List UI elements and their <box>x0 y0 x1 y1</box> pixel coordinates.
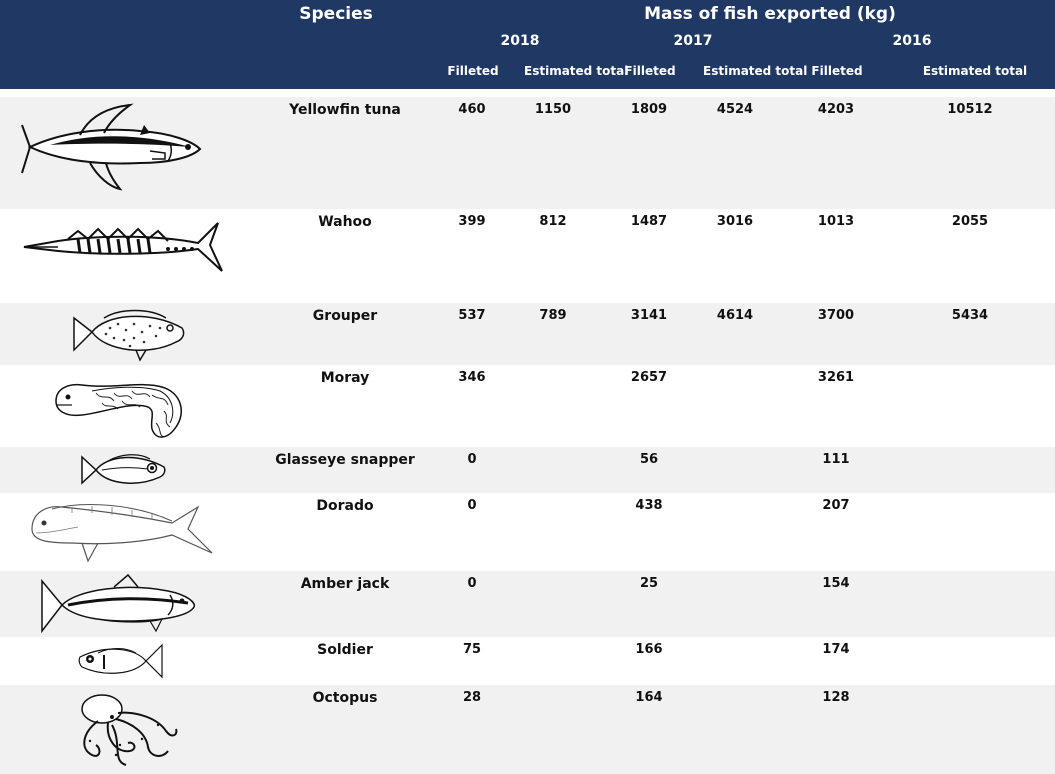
filleted-2017-value: 1487 <box>630 214 668 229</box>
soldier-icon <box>74 641 166 681</box>
filleted-2017-header: Filleted <box>624 64 676 78</box>
yellowfin-tuna-icon <box>20 103 210 195</box>
estimated-2018-header: Estimated total <box>524 64 629 78</box>
species-name: Octopus <box>312 690 378 706</box>
filleted-2016-header: Filleted <box>811 64 863 78</box>
filleted-2016-value: 154 <box>822 576 850 591</box>
filleted-2016-value: 207 <box>822 498 850 513</box>
filleted-2018-value: 537 <box>458 308 486 323</box>
filleted-2018-value: 0 <box>467 452 477 467</box>
filleted-2017-value: 164 <box>635 690 663 705</box>
estimated-2017-value: 3016 <box>716 214 754 229</box>
species-name: Soldier <box>317 642 373 658</box>
filleted-2018-value: 28 <box>462 690 482 705</box>
table-row: Amber jack 0 25 154 <box>0 571 1055 637</box>
table-header: Species Mass of fish exported (kg) 2018 … <box>0 0 1055 89</box>
filleted-2018-value: 346 <box>458 370 486 385</box>
filleted-2018-value: 399 <box>458 214 486 229</box>
filleted-2016-value: 3261 <box>817 370 855 385</box>
species-name: Glasseye snapper <box>275 452 415 468</box>
species-name: Wahoo <box>318 214 372 230</box>
species-name: Dorado <box>316 498 374 514</box>
octopus-icon <box>72 689 182 769</box>
species-name: Amber jack <box>300 576 390 592</box>
filleted-2017-value: 166 <box>635 642 663 657</box>
glasseye-snapper-icon <box>78 451 170 489</box>
filleted-2018-value: 0 <box>467 576 477 591</box>
table-row: Yellowfin tuna 460 1150 1809 4524 4203 1… <box>0 97 1055 209</box>
amber-jack-icon <box>38 573 198 637</box>
estimated-2016-value: 5434 <box>951 308 989 323</box>
estimated-2016-header: Estimated total <box>922 64 1028 78</box>
filleted-2017-value: 2657 <box>630 370 668 385</box>
estimated-2018-value: 1150 <box>534 102 572 117</box>
table-row: Dorado 0 438 207 <box>0 493 1055 571</box>
estimated-2018-value: 789 <box>539 308 567 323</box>
species-name: Moray <box>320 370 370 386</box>
estimated-2017-value: 4524 <box>716 102 754 117</box>
filleted-2016-value: 174 <box>822 642 850 657</box>
species-name: Grouper <box>312 308 378 324</box>
table-row: Soldier 75 166 174 <box>0 637 1055 685</box>
filleted-2017-value: 25 <box>639 576 659 591</box>
estimated-2017-value: 4614 <box>716 308 754 323</box>
species-header: Species <box>299 4 373 24</box>
filleted-2016-value: 4203 <box>817 102 855 117</box>
wahoo-icon <box>18 215 228 275</box>
table-row: Glasseye snapper 0 56 111 <box>0 447 1055 493</box>
estimated-2018-value: 812 <box>539 214 567 229</box>
filleted-2018-header: Filleted <box>447 64 499 78</box>
grouper-icon <box>70 306 190 362</box>
filleted-2016-value: 128 <box>822 690 850 705</box>
filleted-2016-value: 111 <box>822 452 850 467</box>
filleted-2016-value: 3700 <box>817 308 855 323</box>
filleted-2017-value: 438 <box>635 498 663 513</box>
estimated-2017-header: Estimated total <box>703 64 808 78</box>
filleted-2018-value: 75 <box>462 642 482 657</box>
year-2018-header: 2018 <box>500 33 540 49</box>
dorado-icon <box>22 499 222 565</box>
table-row: Grouper 537 789 3141 4614 3700 5434 <box>0 303 1055 365</box>
filleted-2018-value: 460 <box>458 102 486 117</box>
species-name: Yellowfin tuna <box>289 102 401 118</box>
filleted-2016-value: 1013 <box>817 214 855 229</box>
table-row: Moray 346 2657 3261 <box>0 365 1055 447</box>
filleted-2017-value: 56 <box>639 452 659 467</box>
filleted-2017-value: 3141 <box>630 308 668 323</box>
moray-icon <box>52 371 192 445</box>
year-2016-header: 2016 <box>892 33 932 49</box>
filleted-2018-value: 0 <box>467 498 477 513</box>
table-row: Octopus 28 164 128 <box>0 685 1055 774</box>
estimated-2016-value: 10512 <box>947 102 993 117</box>
table-row: Wahoo 399 812 1487 3016 1013 2055 <box>0 209 1055 303</box>
year-2017-header: 2017 <box>673 33 713 49</box>
estimated-2016-value: 2055 <box>951 214 989 229</box>
filleted-2017-value: 1809 <box>630 102 668 117</box>
mass-header: Mass of fish exported (kg) <box>644 4 896 24</box>
